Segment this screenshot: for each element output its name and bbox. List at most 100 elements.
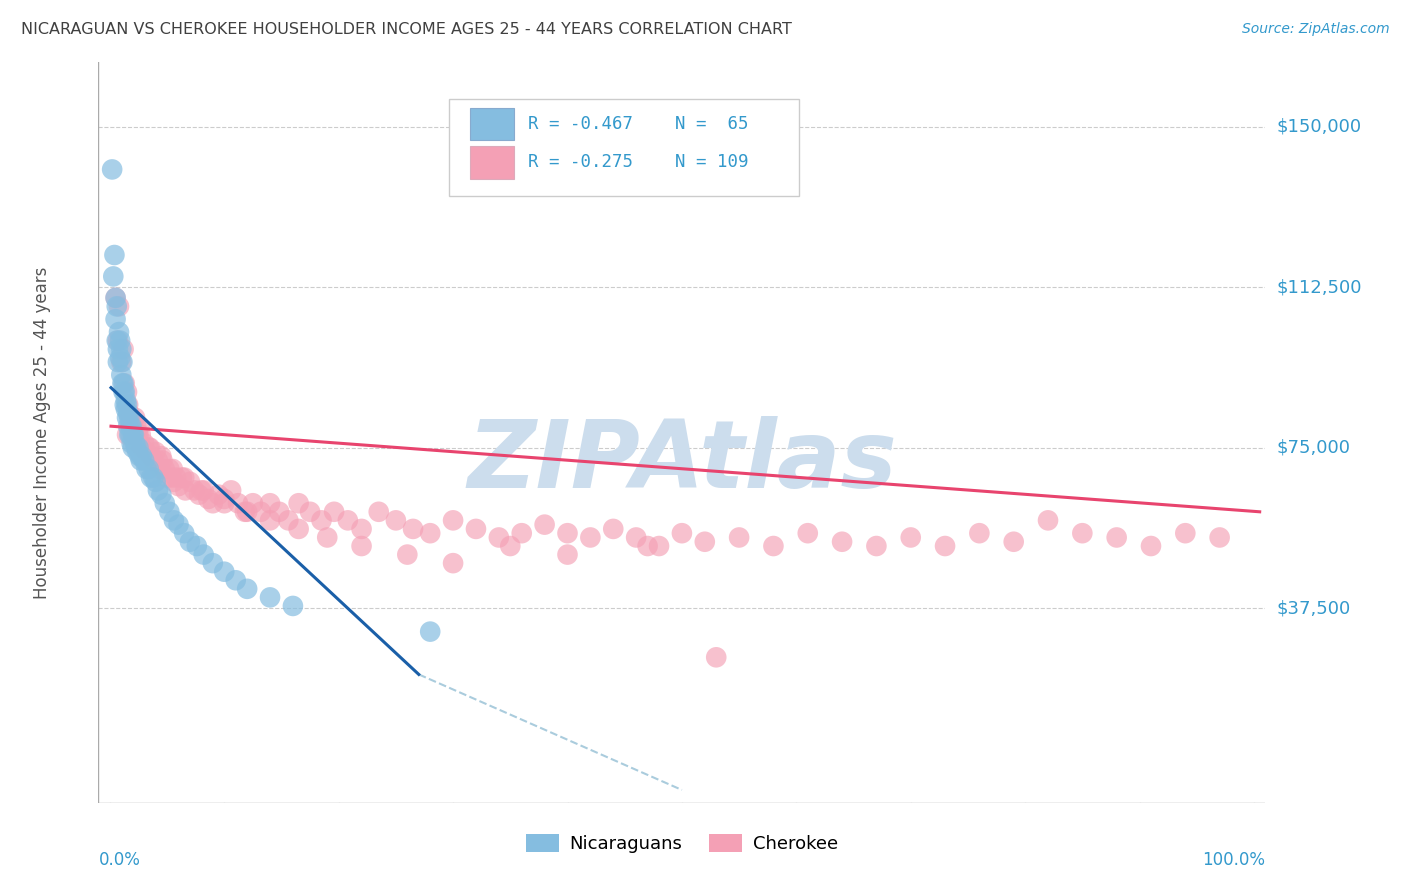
Cherokee (277, 513, 299, 527)
Cherokee (865, 539, 887, 553)
Cherokee (214, 491, 236, 506)
Nicaraguans (110, 342, 132, 356)
Cherokee (350, 539, 373, 553)
Nicaraguans (129, 453, 152, 467)
Cherokee (108, 299, 131, 313)
Nicaraguans (105, 334, 128, 348)
Text: R = -0.275    N = 109: R = -0.275 N = 109 (527, 153, 748, 171)
Bar (470, 146, 513, 178)
Nicaraguans (111, 376, 134, 391)
Cherokee (197, 491, 219, 506)
Nicaraguans (131, 449, 153, 463)
Text: NICARAGUAN VS CHEROKEE HOUSEHOLDER INCOME AGES 25 - 44 YEARS CORRELATION CHART: NICARAGUAN VS CHEROKEE HOUSEHOLDER INCOM… (21, 22, 792, 37)
Cherokee (127, 427, 149, 442)
Text: $37,500: $37,500 (1277, 599, 1351, 617)
Cherokee (637, 539, 659, 553)
Cherokee (128, 419, 150, 434)
Cherokee (162, 462, 184, 476)
Cherokee (120, 410, 142, 425)
Text: 0.0%: 0.0% (98, 851, 141, 869)
Cherokee (1208, 531, 1230, 545)
Cherokee (499, 539, 522, 553)
Cherokee (728, 531, 751, 545)
Cherokee (127, 436, 149, 450)
Cherokee (1174, 526, 1197, 541)
Nicaraguans (114, 398, 136, 412)
Nicaraguans (124, 436, 146, 450)
Text: $150,000: $150,000 (1277, 118, 1361, 136)
Nicaraguans (138, 462, 160, 476)
Nicaraguans (153, 496, 176, 510)
Cherokee (110, 355, 132, 369)
Nicaraguans (115, 402, 138, 417)
Cherokee (602, 522, 624, 536)
Cherokee (153, 462, 176, 476)
Cherokee (336, 513, 359, 527)
Nicaraguans (193, 548, 215, 562)
Nicaraguans (108, 334, 131, 348)
Cherokee (129, 427, 152, 442)
Cherokee (121, 419, 143, 434)
Nicaraguans (259, 591, 281, 605)
Nicaraguans (145, 475, 167, 489)
Nicaraguans (125, 441, 148, 455)
Nicaraguans (127, 445, 149, 459)
Cherokee (797, 526, 820, 541)
Cherokee (173, 470, 195, 484)
Nicaraguans (107, 342, 129, 356)
Nicaraguans (186, 539, 208, 553)
Cherokee (179, 475, 201, 489)
Nicaraguans (419, 624, 441, 639)
Cherokee (201, 496, 224, 510)
Legend: Nicaraguans, Cherokee: Nicaraguans, Cherokee (519, 827, 845, 861)
Nicaraguans (101, 162, 124, 177)
Nicaraguans (201, 556, 224, 570)
Cherokee (465, 522, 488, 536)
Cherokee (488, 531, 510, 545)
Cherokee (402, 522, 425, 536)
Cherokee (214, 496, 236, 510)
Cherokee (693, 534, 716, 549)
Nicaraguans (121, 441, 143, 455)
Text: ZIPAtlas: ZIPAtlas (467, 417, 897, 508)
Cherokee (219, 483, 242, 498)
Cherokee (193, 483, 215, 498)
Cherokee (557, 548, 579, 562)
Cherokee (122, 427, 145, 442)
Cherokee (579, 531, 602, 545)
Cherokee (419, 526, 441, 541)
Cherokee (226, 496, 249, 510)
Nicaraguans (114, 384, 136, 399)
Cherokee (190, 483, 212, 498)
Nicaraguans (120, 419, 142, 434)
Cherokee (259, 513, 281, 527)
Cherokee (127, 427, 149, 442)
Nicaraguans (105, 299, 128, 313)
Cherokee (149, 462, 172, 476)
Nicaraguans (128, 449, 150, 463)
Cherokee (1140, 539, 1163, 553)
Cherokee (969, 526, 991, 541)
Nicaraguans (115, 398, 138, 412)
Cherokee (114, 376, 136, 391)
Cherokee (269, 505, 291, 519)
Bar (470, 108, 513, 140)
Cherokee (167, 479, 190, 493)
Nicaraguans (135, 462, 157, 476)
Cherokee (138, 441, 160, 455)
Cherokee (135, 445, 157, 459)
Nicaraguans (117, 406, 139, 420)
Nicaraguans (117, 419, 139, 434)
Nicaraguans (118, 427, 141, 442)
Cherokee (236, 505, 259, 519)
Nicaraguans (103, 269, 125, 284)
Cherokee (396, 548, 419, 562)
Text: Householder Income Ages 25 - 44 years: Householder Income Ages 25 - 44 years (34, 267, 52, 599)
Nicaraguans (225, 574, 247, 588)
Cherokee (165, 470, 187, 484)
Cherokee (299, 505, 322, 519)
Cherokee (142, 453, 165, 467)
Text: Source: ZipAtlas.com: Source: ZipAtlas.com (1241, 22, 1389, 37)
Text: R = -0.467    N =  65: R = -0.467 N = 65 (527, 115, 748, 133)
Nicaraguans (236, 582, 259, 596)
